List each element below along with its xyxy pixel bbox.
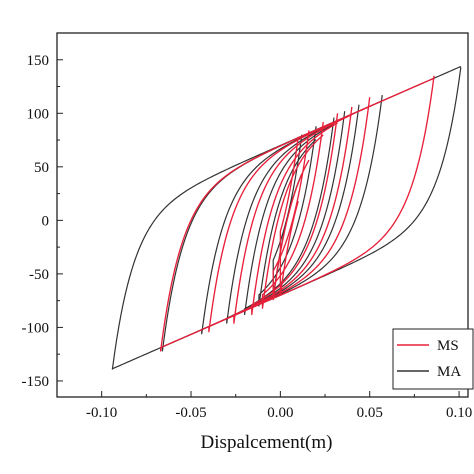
legend: MS MA	[392, 328, 474, 390]
loop-ms-3	[251, 113, 339, 316]
loop-ms-5	[272, 130, 310, 301]
loop-ma-2	[201, 104, 360, 335]
y-tick-label: 50	[34, 160, 49, 176]
loop-ms-4	[261, 121, 324, 309]
y-tick-label: 150	[27, 53, 50, 69]
legend-box	[392, 328, 474, 390]
y-tick-label: 100	[27, 106, 50, 122]
legend-label-ms: MS	[437, 338, 459, 354]
loop-ma-1	[161, 95, 383, 352]
y-tick-label: -50	[29, 267, 49, 283]
y-tick-label: 0	[42, 213, 50, 229]
loop-ms-1	[208, 97, 371, 333]
loop-ma-4	[244, 117, 335, 316]
x-tick-label: 0.00	[267, 405, 293, 421]
loop-ms-2	[233, 106, 353, 324]
axis-layer: -0.10 -0.05 0.00 0.05 0.10 150 100 50 0 -50 -100 -1…	[22, 53, 473, 421]
series-ms	[159, 75, 435, 352]
series-layer	[111, 65, 462, 370]
legend-entry-ma: MA	[397, 364, 461, 380]
y-tick-label: -150	[22, 374, 50, 390]
x-tick-label: 0.10	[446, 405, 472, 421]
y-tick-label: -100	[22, 320, 50, 336]
x-tick-label: -0.10	[86, 405, 117, 421]
legend-entry-ms: MS	[397, 338, 459, 354]
legend-label-ma: MA	[437, 364, 461, 380]
x-tick-label: -0.05	[175, 405, 206, 421]
x-tick-label: 0.05	[357, 405, 383, 421]
loop-ms-0	[159, 75, 435, 352]
x-axis-label: Dispalcement(m)	[201, 432, 333, 453]
plot-frame	[56, 32, 469, 398]
loop-ma-3	[226, 111, 346, 324]
loop-ms-6	[279, 136, 299, 296]
